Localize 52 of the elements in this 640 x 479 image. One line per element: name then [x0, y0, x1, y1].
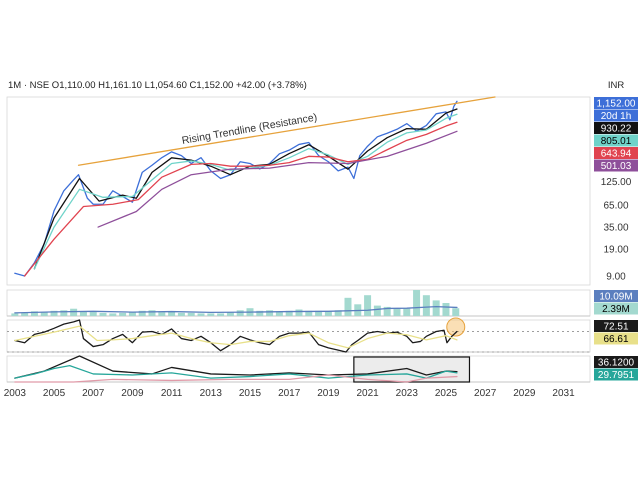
text: 36.1200 [598, 358, 635, 368]
bar [119, 312, 126, 316]
text: 2.39M [602, 304, 630, 315]
bar [344, 298, 352, 316]
bar [364, 295, 372, 316]
x-tick-label: 2031 [552, 388, 576, 399]
x-tick-label: 2011 [160, 388, 183, 399]
x-tick-label: 2027 [474, 388, 497, 399]
bar [198, 313, 205, 316]
bar [158, 312, 166, 316]
x-tick-label: 2009 [121, 388, 144, 399]
text: 805.01 [600, 136, 632, 147]
y-tick-label: 19.00 [603, 244, 629, 256]
x-tick-label: 2029 [513, 388, 536, 399]
bar [452, 308, 460, 316]
x-tick-label: 2023 [396, 388, 418, 399]
x-tick-label: 2017 [278, 388, 301, 399]
y-tick-label: 65.00 [603, 200, 629, 212]
y-tick-label: 35.00 [603, 222, 629, 234]
bar [11, 313, 18, 316]
x-tick-label: 2013 [200, 388, 222, 399]
bar [413, 290, 420, 316]
y-tick-label: 9.00 [606, 271, 626, 282]
x-tick-label: 2021 [356, 388, 380, 399]
y-tick-label: 125.00 [600, 176, 632, 188]
x-tick-label: 2025 [434, 388, 458, 399]
bar [128, 312, 136, 316]
text: 20d 1h [600, 111, 632, 122]
x-tick-label: 2019 [317, 388, 340, 399]
x-tick-label: 2003 [4, 388, 26, 399]
x-tick-label: 2015 [238, 388, 262, 399]
text: 501.03 [600, 161, 632, 172]
text: 643.94 [600, 148, 632, 160]
bar [90, 312, 97, 316]
text: 10.09M [599, 292, 633, 302]
chart-title: 1M · NSE O1,110.00 H1,161.10 L1,054.60 C1,152.00 +42.00 (+3.78%) [8, 80, 307, 91]
bar [178, 312, 185, 316]
text: 1,152.00 [596, 98, 636, 110]
x-tick-label: 2005 [42, 388, 66, 399]
bar [207, 313, 214, 316]
bar [100, 312, 107, 316]
text: 930.22 [600, 124, 632, 134]
text: 66.61 [603, 334, 629, 345]
bar [442, 303, 450, 316]
text: 72.51 [603, 322, 629, 332]
x-tick-label: 2007 [82, 388, 105, 399]
bar [422, 295, 430, 316]
bar [217, 313, 224, 316]
bar [109, 313, 116, 316]
y-axis-title: INR [608, 80, 624, 91]
bar [188, 312, 195, 316]
text: 29.7951 [598, 370, 635, 381]
